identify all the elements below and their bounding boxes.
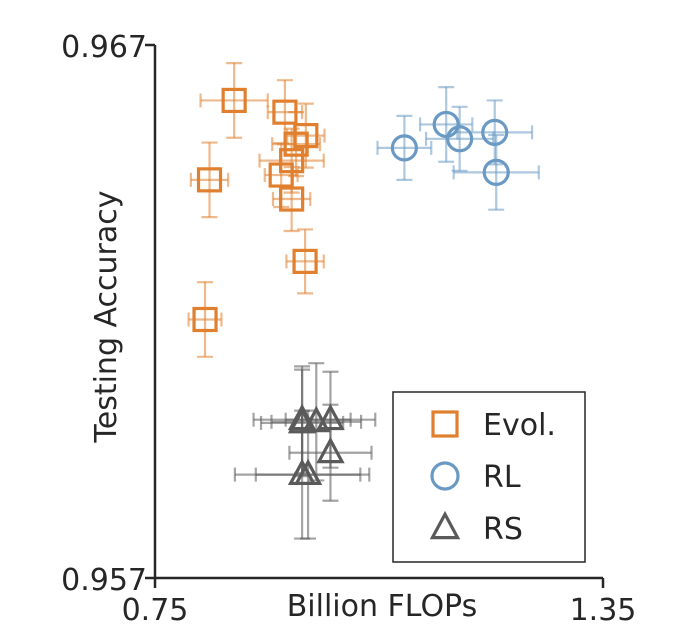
data-point xyxy=(187,281,223,358)
data-point xyxy=(189,141,230,219)
markers-layer xyxy=(187,62,540,540)
y-tick-label-bottom: 0.957 xyxy=(61,563,147,598)
legend-label-rl: RL xyxy=(483,460,521,495)
data-point xyxy=(418,86,474,163)
y-tick-label-top: 0.967 xyxy=(61,30,147,65)
data-point xyxy=(452,133,540,211)
square-marker xyxy=(279,186,305,212)
x-axis-title: Billion FLOPs xyxy=(287,589,478,624)
x-tick-label-left: 0.75 xyxy=(122,593,189,628)
data-point xyxy=(376,114,433,181)
y-axis-title: Testing Accuracy xyxy=(89,191,124,444)
triangle-marker xyxy=(287,403,317,431)
series-circle-group xyxy=(376,86,540,211)
legend-label-evol: Evol. xyxy=(483,408,556,443)
data-point xyxy=(271,165,312,233)
circle-marker xyxy=(446,125,474,153)
data-point xyxy=(285,228,325,295)
x-tick-label-right: 1.35 xyxy=(570,593,637,628)
circle-marker xyxy=(390,134,418,162)
data-point xyxy=(199,62,269,139)
circle-marker xyxy=(481,118,509,147)
legend-triangle-icon xyxy=(429,510,461,540)
circle-marker xyxy=(432,110,460,139)
data-point xyxy=(286,102,326,169)
legend-label-rs: RS xyxy=(483,512,523,547)
square-marker xyxy=(196,167,223,193)
legend-square-icon xyxy=(431,410,459,438)
circle-marker xyxy=(482,158,510,186)
data-point xyxy=(456,99,534,166)
legend-frame xyxy=(392,391,586,563)
legend-items xyxy=(429,410,461,540)
series-triangle-group xyxy=(233,362,377,540)
square-marker xyxy=(221,87,247,114)
square-marker xyxy=(292,248,318,274)
triangle-marker xyxy=(316,436,345,464)
legend: Evol. RL RS xyxy=(392,391,586,563)
series-square-group xyxy=(187,62,326,358)
square-marker xyxy=(293,123,319,149)
data-point xyxy=(252,365,352,475)
square-marker xyxy=(192,306,218,333)
legend-circle-icon xyxy=(430,461,460,491)
